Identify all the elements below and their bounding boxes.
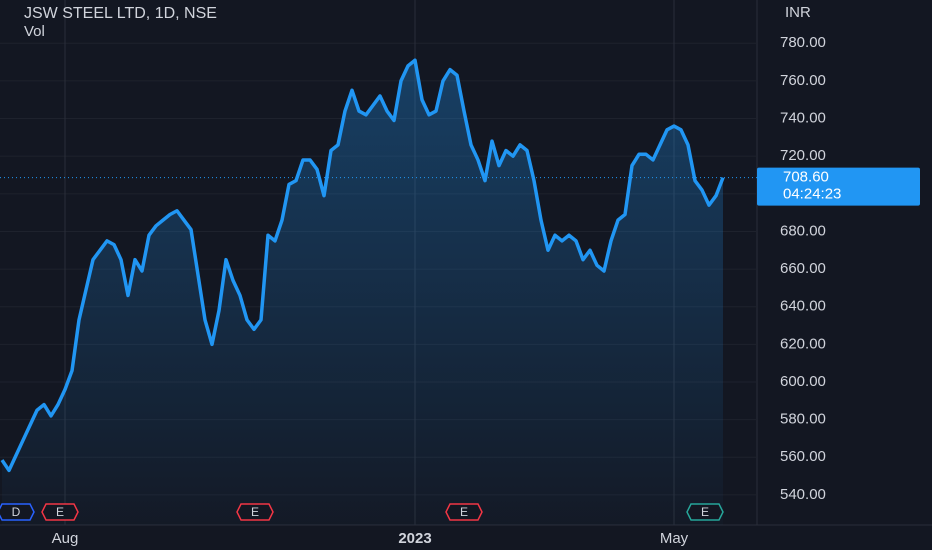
- y-tick-label: 720.00: [780, 147, 826, 164]
- event-label: E: [460, 505, 468, 519]
- event-marker: E: [686, 503, 724, 521]
- current-price-label: 708.60: [783, 169, 829, 186]
- event-marker: D: [0, 503, 35, 521]
- currency-label: INR: [785, 4, 811, 21]
- x-tick-label: Aug: [52, 530, 79, 547]
- current-price-tag: [757, 167, 920, 206]
- y-tick-label: 540.00: [780, 486, 826, 503]
- event-badge: [0, 503, 35, 521]
- area-fill: [2, 60, 723, 525]
- y-tick-label: 680.00: [780, 222, 826, 239]
- event-marker: E: [236, 503, 274, 521]
- event-badge: [41, 503, 79, 521]
- y-tick-label: 600.00: [780, 373, 826, 390]
- y-tick-label: 580.00: [780, 411, 826, 428]
- y-tick-label: 560.00: [780, 448, 826, 465]
- event-marker: E: [445, 503, 483, 521]
- event-label: E: [701, 505, 709, 519]
- y-tick-label: 780.00: [780, 34, 826, 51]
- event-badge: [686, 503, 724, 521]
- chart-title: JSW STEEL LTD, 1D, NSE: [24, 5, 217, 22]
- event-label: E: [56, 505, 64, 519]
- y-tick-label: 640.00: [780, 298, 826, 315]
- y-tick-label: 620.00: [780, 335, 826, 352]
- x-tick-label: 2023: [398, 530, 431, 547]
- y-tick-label: 660.00: [780, 260, 826, 277]
- y-tick-label: 740.00: [780, 110, 826, 127]
- event-marker: E: [41, 503, 79, 521]
- countdown-label: 04:24:23: [783, 186, 841, 203]
- x-tick-label: May: [660, 530, 689, 547]
- volume-label: Vol: [24, 23, 45, 40]
- y-tick-label: 760.00: [780, 72, 826, 89]
- event-label: D: [12, 505, 21, 519]
- event-badge: [445, 503, 483, 521]
- price-line: [0, 58, 725, 473]
- event-label: E: [251, 505, 259, 519]
- event-badge: [236, 503, 274, 521]
